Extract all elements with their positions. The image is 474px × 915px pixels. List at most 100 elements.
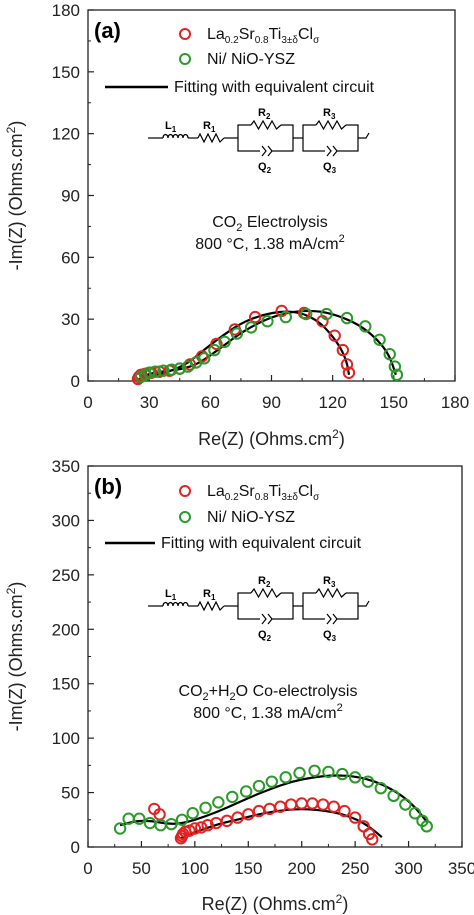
data-point-series2 bbox=[261, 315, 274, 328]
chart-panel-a: 0 30 60 90 120 150 180 0 30 60 90 120 150 180 Re(Z) (O… bbox=[4, 1, 469, 449]
x-axis-label-text: Re(Z) (Ohms.cm bbox=[202, 894, 336, 914]
data-point-series2 bbox=[226, 790, 239, 804]
circuit-label-text: Q bbox=[323, 161, 332, 173]
data-point-series1 bbox=[306, 797, 319, 810]
annotation-text: CO bbox=[179, 683, 203, 700]
x-tick-label: 60 bbox=[201, 393, 220, 412]
circuit-label-r2: R2 bbox=[258, 107, 271, 121]
circuit-label-r3: R3 bbox=[323, 575, 336, 589]
chart-panel-b: 0 50 100 150 200 250 300 350 0 50 100 150 200 250 300 3… bbox=[4, 457, 474, 914]
y-tick-label: 350 bbox=[52, 457, 80, 476]
circuit-mask bbox=[316, 121, 346, 129]
x-axis-label-sup: 2 bbox=[332, 427, 339, 441]
data-point-series2 bbox=[336, 767, 349, 781]
y-axis-label-sup: 2 bbox=[4, 126, 18, 133]
legend-text: Ti bbox=[269, 483, 282, 500]
x-tick-label: 50 bbox=[132, 859, 151, 878]
y-tick-label: 0 bbox=[71, 838, 80, 857]
circuit-wire bbox=[358, 600, 370, 607]
annotation-sup: 2 bbox=[337, 702, 343, 714]
data-point-series1 bbox=[366, 833, 379, 846]
data-point-series1 bbox=[284, 798, 298, 811]
y-axis-label: -Im(Z) (Ohms.cm2) bbox=[4, 121, 26, 271]
data-point-series2 bbox=[149, 365, 162, 378]
annotation-line2: 800 °C, 1.38 mA/cm2 bbox=[195, 233, 344, 253]
y-tick-label: 250 bbox=[52, 566, 80, 585]
circuit-resistor-r1 bbox=[197, 132, 225, 144]
data-point-series1 bbox=[195, 821, 208, 834]
legend-text: La bbox=[207, 26, 225, 43]
x-axis-label-sup: 2 bbox=[336, 892, 343, 906]
circuit-mask bbox=[251, 121, 281, 129]
annotation-line1: CO2+H2O Co-electrolysis bbox=[179, 683, 358, 703]
circuit-wire bbox=[358, 132, 370, 139]
y-tick-label: 180 bbox=[52, 1, 80, 20]
data-point-series1 bbox=[220, 814, 234, 828]
data-point-series1 bbox=[295, 797, 308, 810]
legend-text: Sr bbox=[239, 483, 256, 500]
legend-marker-series2 bbox=[179, 511, 191, 523]
data-point-series1 bbox=[316, 798, 330, 811]
data-point-series2 bbox=[399, 798, 412, 811]
x-tick-label: 90 bbox=[262, 393, 281, 412]
annotation-text: 800 °C, 1.38 mA/cm bbox=[193, 705, 336, 722]
y-axis-label: -Im(Z) (Ohms.cm2) bbox=[4, 582, 26, 732]
data-point-series2 bbox=[408, 807, 422, 820]
circuit-label-sub: 1 bbox=[211, 593, 216, 602]
data-point-series1 bbox=[336, 343, 350, 357]
x-tick-label: 180 bbox=[441, 393, 469, 412]
circuit-label-q3: Q3 bbox=[323, 629, 337, 643]
annotation-line1: CO2 Electrolysis bbox=[212, 214, 327, 234]
data-point-series2 bbox=[340, 311, 354, 325]
data-point-series1 bbox=[248, 310, 262, 324]
circuit-label-sub: 3 bbox=[332, 166, 337, 175]
circuit-label-sub: 2 bbox=[267, 166, 272, 175]
x-tick-label: 0 bbox=[83, 393, 92, 412]
legend-sub: 0.8 bbox=[255, 35, 269, 46]
data-point-series2 bbox=[173, 362, 186, 375]
data-point-series2 bbox=[143, 816, 157, 830]
y-axis-label-sup: 2 bbox=[4, 587, 18, 594]
circuit-label-r2: R2 bbox=[258, 575, 271, 589]
circuit-label-r3: R3 bbox=[323, 107, 336, 121]
circuit-label-l1: L1 bbox=[165, 588, 177, 602]
circuit-label-text: R bbox=[203, 120, 211, 132]
data-point-series2 bbox=[175, 813, 189, 826]
data-point-series2 bbox=[387, 789, 400, 803]
legend-sub: σ bbox=[313, 492, 320, 503]
legend-sub: 3±δ bbox=[281, 35, 298, 46]
annotation-text: O Co-electrolysis bbox=[236, 683, 358, 700]
annotation-text: Electrolysis bbox=[242, 214, 327, 231]
x-tick-label: 150 bbox=[380, 393, 408, 412]
circuit-label-text: R bbox=[258, 575, 266, 587]
circuit-label-sub: 2 bbox=[266, 112, 271, 121]
circuit-resistor-r2 bbox=[250, 119, 282, 131]
legend-label-series2: Ni/ NiO-YSZ bbox=[207, 509, 295, 526]
data-point-series2 bbox=[373, 333, 386, 346]
circuit-label-sub: 2 bbox=[267, 634, 272, 643]
annotation-line2: 800 °C, 1.38 mA/cm2 bbox=[193, 702, 342, 722]
y-tick-label: 50 bbox=[61, 784, 80, 803]
y-tick-label: 200 bbox=[52, 620, 80, 639]
panel-label: (b) bbox=[94, 474, 122, 499]
x-tick-label: 120 bbox=[318, 393, 346, 412]
x-tick-label: 30 bbox=[140, 393, 159, 412]
data-point-series1 bbox=[176, 827, 190, 841]
data-point-series1 bbox=[348, 811, 362, 824]
circuit-label-r1: R1 bbox=[203, 120, 216, 134]
x-tick-label: 150 bbox=[234, 859, 262, 878]
data-point-series1 bbox=[242, 808, 255, 821]
circuit-label-q2: Q2 bbox=[258, 161, 272, 175]
circuit-mask bbox=[251, 589, 281, 597]
legend-text: Cl bbox=[298, 483, 313, 500]
circuit-label-sub: 2 bbox=[266, 580, 271, 589]
circuit-label-text: R bbox=[258, 107, 266, 119]
legend-label-series1: La0.2Sr0.8Ti3±δClσ bbox=[207, 483, 320, 503]
circuit-label-sub: 1 bbox=[211, 125, 216, 134]
data-point-series2 bbox=[359, 320, 372, 333]
legend-label-fit: Fitting with equivalent circuit bbox=[174, 79, 375, 96]
data-point-series2 bbox=[265, 775, 278, 788]
data-point-series2 bbox=[142, 366, 156, 379]
data-point-series2 bbox=[390, 368, 404, 382]
